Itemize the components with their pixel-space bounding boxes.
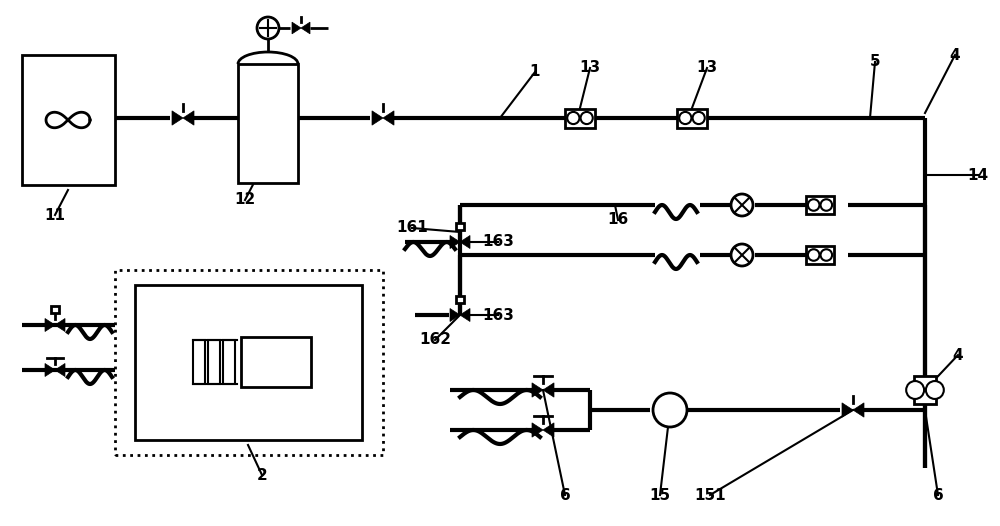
Circle shape	[731, 244, 753, 266]
Bar	[208, 340, 220, 384]
Polygon shape	[532, 423, 543, 437]
Circle shape	[821, 249, 832, 261]
Bar	[135, 285, 362, 440]
Polygon shape	[172, 111, 183, 125]
Text: 5: 5	[870, 55, 880, 69]
Polygon shape	[532, 383, 543, 397]
Circle shape	[731, 194, 753, 216]
Text: 2: 2	[257, 468, 267, 482]
Polygon shape	[55, 363, 65, 377]
Text: 1: 1	[530, 65, 540, 79]
Text: 162: 162	[419, 332, 451, 348]
Circle shape	[926, 381, 944, 399]
Bar	[677, 108, 707, 127]
Text: 6: 6	[933, 488, 943, 502]
Bar	[115, 270, 383, 455]
Bar	[806, 196, 834, 214]
Circle shape	[906, 381, 924, 399]
Text: 14: 14	[967, 167, 989, 183]
Text: 11: 11	[44, 207, 66, 222]
Polygon shape	[183, 111, 194, 125]
Polygon shape	[45, 319, 55, 331]
Bar	[914, 376, 936, 404]
Bar	[456, 222, 464, 229]
Polygon shape	[460, 309, 470, 321]
Text: 6: 6	[560, 488, 570, 502]
Circle shape	[567, 112, 579, 124]
Polygon shape	[853, 403, 864, 417]
Bar	[238, 64, 298, 183]
Polygon shape	[842, 403, 853, 417]
Polygon shape	[460, 236, 470, 248]
Bar	[565, 108, 595, 127]
Text: 151: 151	[694, 488, 726, 502]
Circle shape	[679, 112, 691, 124]
Polygon shape	[301, 22, 310, 34]
Text: 163: 163	[482, 235, 514, 249]
Polygon shape	[543, 423, 554, 437]
Polygon shape	[383, 111, 394, 125]
Text: 15: 15	[649, 488, 671, 502]
Circle shape	[821, 199, 832, 211]
Circle shape	[808, 249, 819, 261]
Text: 13: 13	[696, 60, 718, 76]
Bar	[223, 340, 235, 384]
Bar	[51, 306, 59, 312]
Text: 16: 16	[607, 213, 629, 228]
Text: 163: 163	[482, 308, 514, 322]
Bar	[456, 296, 464, 302]
Text: 12: 12	[234, 193, 256, 207]
Bar	[241, 337, 311, 387]
Text: 4: 4	[950, 47, 960, 63]
Polygon shape	[45, 363, 55, 377]
Circle shape	[653, 393, 687, 427]
Circle shape	[257, 17, 279, 39]
Polygon shape	[450, 309, 460, 321]
Polygon shape	[55, 319, 65, 331]
Bar	[22, 55, 115, 185]
Polygon shape	[372, 111, 383, 125]
Circle shape	[693, 112, 705, 124]
Text: 161: 161	[396, 220, 428, 236]
Bar	[806, 246, 834, 264]
Circle shape	[808, 199, 819, 211]
Polygon shape	[450, 236, 460, 248]
Bar	[193, 340, 205, 384]
Text: 13: 13	[579, 60, 601, 76]
Text: 4: 4	[953, 348, 963, 362]
Circle shape	[581, 112, 593, 124]
Polygon shape	[292, 22, 301, 34]
Polygon shape	[543, 383, 554, 397]
